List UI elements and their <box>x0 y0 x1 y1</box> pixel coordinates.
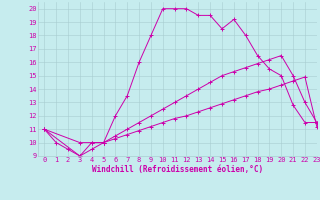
X-axis label: Windchill (Refroidissement éolien,°C): Windchill (Refroidissement éolien,°C) <box>92 165 263 174</box>
